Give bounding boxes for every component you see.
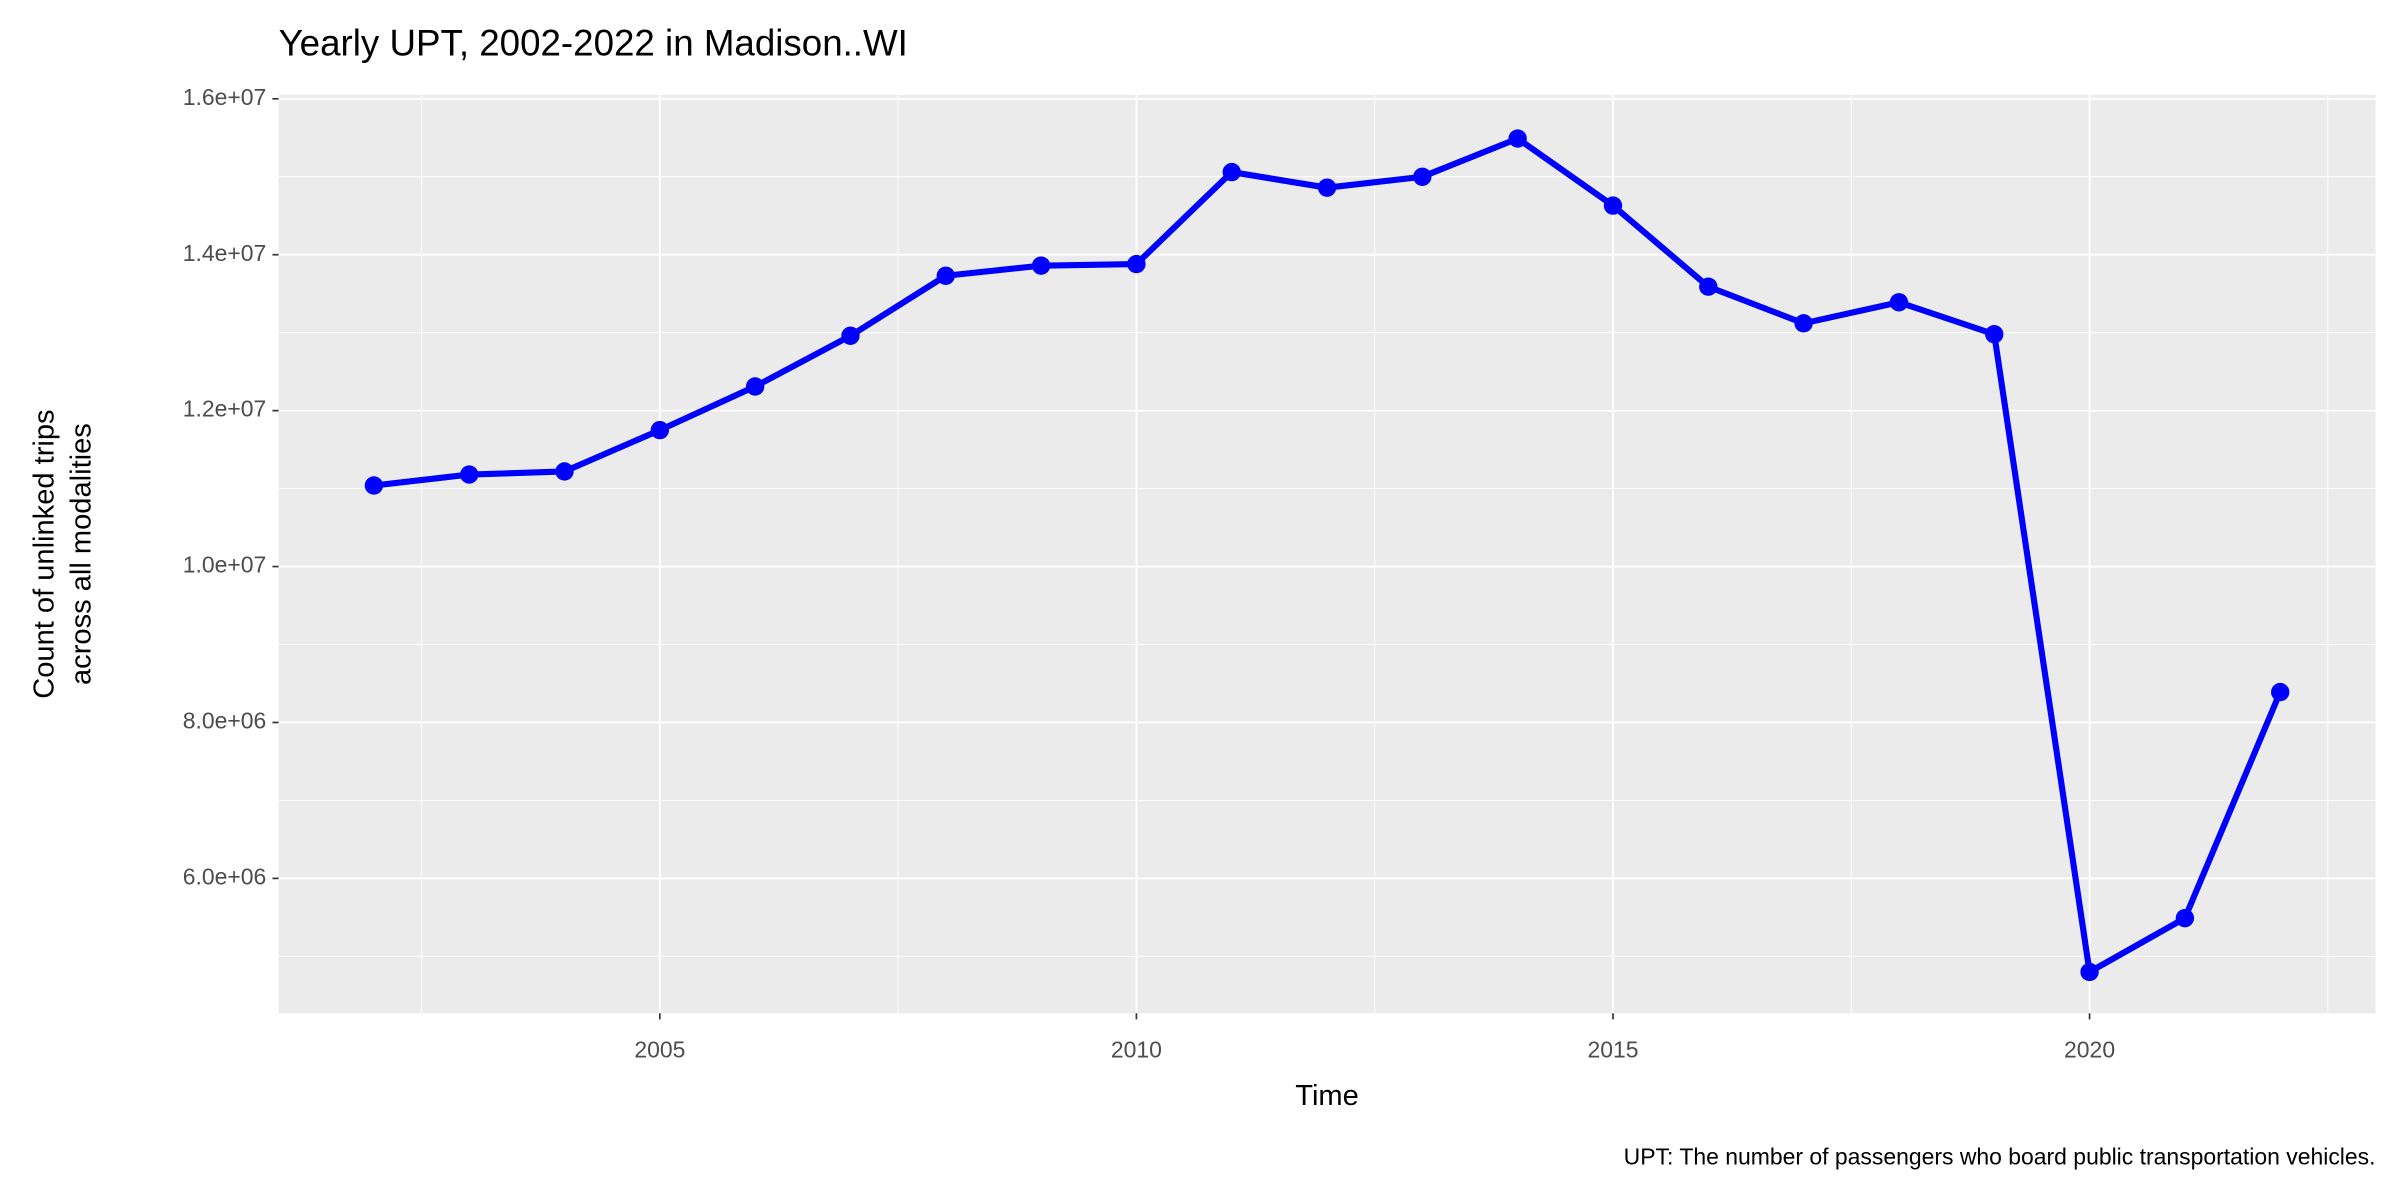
grid <box>278 94 2376 1014</box>
data-point <box>1222 162 1241 182</box>
data-point <box>2080 962 2099 982</box>
data-point <box>1127 254 1146 274</box>
data-point <box>1508 129 1527 148</box>
data-point <box>1317 178 1337 197</box>
data-point <box>1985 325 2004 344</box>
data-point <box>650 420 670 440</box>
y-axis-title: across all modalities <box>65 423 97 685</box>
y-tick-label: 1.4e+07 <box>183 240 267 266</box>
data-point <box>460 465 479 484</box>
data-point <box>1794 314 1813 333</box>
data-point <box>1031 256 1051 275</box>
y-axis-title: Count of unlinked trips <box>29 409 61 698</box>
x-tick-label: 2015 <box>1587 1037 1638 1063</box>
caption: UPT: The number of passengers who board … <box>1624 1144 2376 1170</box>
plot-panel <box>278 94 2376 1014</box>
y-tick-label: 1.6e+07 <box>183 84 267 110</box>
data-point <box>1889 293 1909 312</box>
y-tick-label: 8.0e+06 <box>183 708 267 734</box>
x-axis-title: Time <box>1295 1080 1359 1112</box>
data-point <box>745 377 765 396</box>
x-tick-label: 2005 <box>634 1037 685 1063</box>
marks <box>364 129 2290 982</box>
data-point <box>1413 167 1432 186</box>
data-point <box>841 326 860 345</box>
data-point <box>936 266 955 285</box>
data-point <box>1603 196 1623 215</box>
y-tick-label: 6.0e+06 <box>183 863 267 889</box>
x-tick-label: 2020 <box>2064 1037 2115 1063</box>
data-point <box>2175 908 2195 928</box>
chart-title: Yearly UPT, 2002-2022 in Madison..WI <box>279 23 908 64</box>
y-tick-label: 1.0e+07 <box>183 552 267 578</box>
y-tick-label: 1.2e+07 <box>183 396 267 422</box>
data-point <box>1699 277 1718 296</box>
x-tick-label: 2010 <box>1111 1037 1162 1063</box>
data-point <box>555 462 574 481</box>
data-point <box>364 476 384 495</box>
data-point <box>2271 682 2290 702</box>
